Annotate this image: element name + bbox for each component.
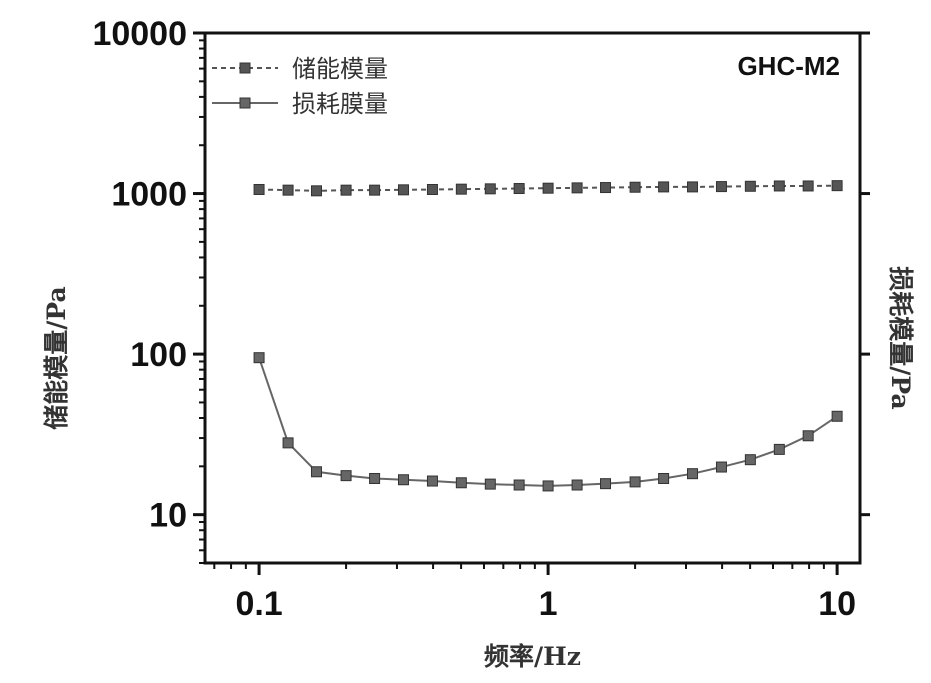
- legend-marker-0: [240, 63, 250, 73]
- series-1-marker: [254, 353, 264, 363]
- series-0-marker: [774, 181, 784, 191]
- x-axis-title: 频率/Hz: [484, 642, 581, 671]
- series-1-marker: [716, 462, 726, 472]
- series-1-marker: [485, 479, 495, 489]
- y-tick-label: 1000: [111, 176, 187, 214]
- series-1-marker: [572, 480, 582, 490]
- x-tick-label: 10: [818, 585, 856, 623]
- y-tick-label: 10: [149, 497, 187, 535]
- y-axis-title-right: 损耗模量/Pa: [886, 266, 915, 409]
- legend-label-0: 储能模量: [292, 55, 388, 83]
- series-1-marker: [630, 477, 640, 487]
- series-0-marker: [716, 182, 726, 192]
- series-0-marker: [283, 185, 293, 195]
- series-0-marker: [803, 181, 813, 191]
- legend-marker-1: [240, 98, 250, 108]
- series-0-marker: [370, 185, 380, 195]
- x-tick-label: 1: [539, 585, 558, 623]
- series-1-marker: [398, 475, 408, 485]
- series-0-marker: [572, 183, 582, 193]
- series-1-marker: [745, 455, 755, 465]
- series-0-marker: [485, 184, 495, 194]
- series-0-marker: [543, 183, 553, 193]
- series-line-1: [259, 358, 837, 486]
- series-0-marker: [341, 185, 351, 195]
- chart-tag-label: GHC-M2: [737, 51, 840, 81]
- series-0-marker: [659, 182, 669, 192]
- series-1-marker: [688, 469, 698, 479]
- series-1-marker: [370, 473, 380, 483]
- series-0-marker: [601, 183, 611, 193]
- series-0-marker: [398, 185, 408, 195]
- series-0-marker: [832, 181, 842, 191]
- series-1-marker: [427, 476, 437, 486]
- series-1-marker: [774, 444, 784, 454]
- series-1-marker: [456, 478, 466, 488]
- series-0-marker: [254, 184, 264, 194]
- series-1-marker: [832, 411, 842, 421]
- series-1-marker: [601, 479, 611, 489]
- x-tick-label: 0.1: [235, 585, 282, 623]
- series-0-marker: [514, 184, 524, 194]
- series-0-marker: [688, 182, 698, 192]
- y-axis-title-left: 储能模量/Pa: [42, 286, 71, 429]
- y-tick-label: 10000: [92, 15, 187, 53]
- series-1-marker: [543, 481, 553, 491]
- series-1-marker: [803, 431, 813, 441]
- series-0-marker: [427, 184, 437, 194]
- series-0-marker: [630, 182, 640, 192]
- series-1-marker: [514, 480, 524, 490]
- series-1-marker: [341, 471, 351, 481]
- legend-label-1: 损耗膜量: [292, 90, 388, 118]
- y-tick-label: 100: [130, 336, 187, 374]
- series-0-marker: [745, 181, 755, 191]
- series-1-marker: [283, 438, 293, 448]
- series-0-marker: [456, 184, 466, 194]
- series-1-marker: [311, 467, 321, 477]
- series-0-marker: [311, 186, 321, 196]
- series-1-marker: [659, 473, 669, 483]
